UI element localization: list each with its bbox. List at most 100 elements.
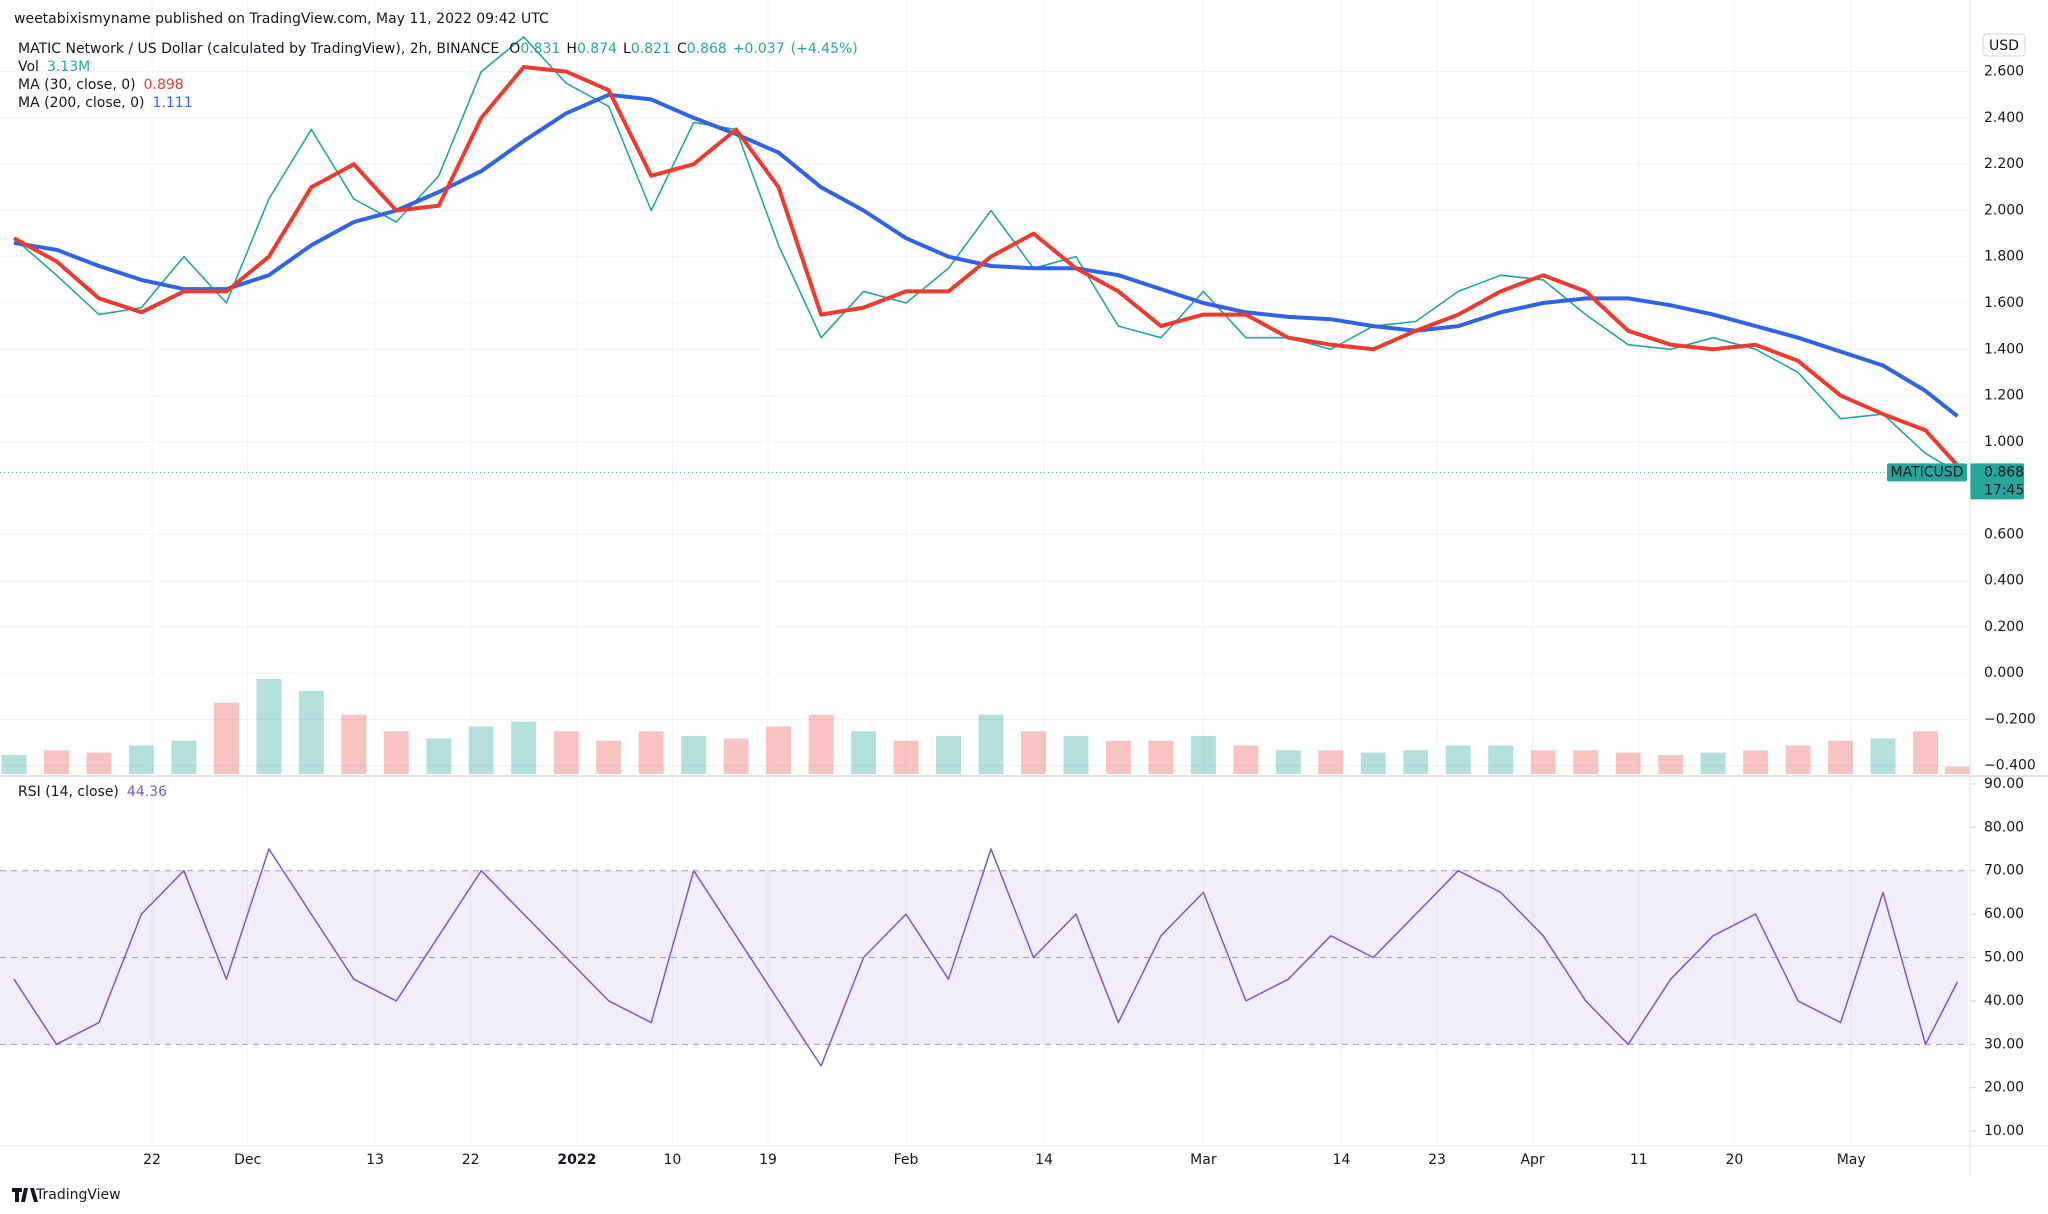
x-tick-label: 14: [1035, 1152, 1053, 1168]
volume-bar: [256, 679, 282, 774]
volume-bar: [723, 738, 749, 774]
volume-bar: [1785, 745, 1811, 774]
volume-bar: [1190, 736, 1216, 774]
series-line: [13, 36, 1958, 474]
volume-bar: [468, 726, 494, 774]
x-tick-label: 20: [1725, 1152, 1743, 1168]
volume-bar: [383, 731, 409, 774]
price-tag-countdown: 17:45: [1984, 482, 2024, 498]
footer-logo: TradingView: [12, 1187, 121, 1203]
y-tick-label: 0.000: [1984, 665, 2024, 681]
ohlc-key: H: [566, 41, 577, 57]
y-tick-label: 0.200: [1984, 619, 2024, 635]
volume-bar: [511, 721, 537, 774]
volume-bar: [341, 714, 367, 774]
ohlc-value: 0.868: [687, 41, 727, 57]
x-tick-label: Apr: [1520, 1152, 1544, 1168]
logo-icon: [12, 1188, 38, 1202]
volume-bar: [638, 731, 664, 774]
series-line: [13, 65, 1959, 467]
volume-bar: [936, 736, 961, 774]
volume-bar: [1488, 745, 1514, 774]
volume-bar: [1360, 752, 1386, 774]
symbol-tag: [1887, 463, 1967, 482]
rsi-name: RSI (14, close): [18, 784, 119, 800]
volume-bar: [298, 690, 324, 774]
x-tick-label: 22: [143, 1152, 161, 1168]
volume-bar: [1743, 750, 1769, 774]
rsi-tick-label: 10.00: [1984, 1123, 2024, 1139]
x-tick-label: 22: [462, 1152, 480, 1168]
rsi-tick-label: 40.00: [1984, 993, 2024, 1009]
volume-bar: [808, 714, 834, 774]
ma200-name: MA (200, close, 0): [18, 95, 145, 111]
volume-bar: [553, 731, 579, 774]
y-tick-label: 1.800: [1984, 249, 2024, 265]
volume-bar: [1403, 750, 1429, 774]
volume-bar: [1944, 766, 1970, 774]
volume-bar: [1573, 750, 1599, 774]
currency-box[interactable]: [1982, 33, 2026, 57]
volume-bar: [681, 736, 707, 774]
volume-bar: [1828, 740, 1854, 774]
y-tick-label: 2.200: [1984, 156, 2024, 172]
volume-bar: [766, 726, 792, 774]
ohlc-value: 0.831: [520, 41, 560, 57]
volume-bar: [1233, 745, 1259, 774]
x-tick-label: 14: [1333, 1152, 1351, 1168]
price-tag: [1970, 463, 2024, 500]
volume-bar: [1530, 750, 1556, 774]
legend: MATIC Network / US Dollar (calculated by…: [18, 41, 858, 800]
x-tick-label: Feb: [894, 1152, 919, 1168]
volume-bar: [1021, 731, 1046, 774]
volume-bar: [86, 752, 112, 774]
brand: TradingView: [35, 1187, 121, 1203]
ohlc-key: L: [623, 41, 631, 57]
volume-bar: [1445, 745, 1471, 774]
volume-bar: [44, 750, 69, 774]
vol-legend: Vol 3.13M: [18, 59, 90, 75]
rsi-legend: RSI (14, close) 44.36: [18, 784, 167, 800]
volume-bar: [171, 740, 197, 774]
grid: [0, 0, 1976, 1146]
volume-bar: [851, 731, 877, 774]
volume-bar: [1318, 750, 1344, 774]
volume-bar: [1913, 731, 1938, 774]
x-tick-label: Dec: [234, 1152, 261, 1168]
y-tick-label: 1.600: [1984, 295, 2024, 311]
x-tick-label: 23: [1428, 1152, 1446, 1168]
volume-bar: [596, 740, 622, 774]
rsi-tick-label: 80.00: [1984, 819, 2024, 835]
y-tick-label: 1.000: [1984, 434, 2024, 450]
ohlc: O0.831 H0.874 L0.821 C0.868: [509, 41, 727, 57]
volume-bar: [978, 714, 1004, 774]
y-tick-label: 1.400: [1984, 341, 2024, 357]
y-tick-label: 2.600: [1984, 64, 2024, 80]
x-tick-label: 13: [366, 1152, 384, 1168]
labels: 22 Dec 13 22 2022 10 19 Feb 14 Mar 14 23 Apr 11 20 May 2…: [143, 64, 2036, 1168]
y-tick-label: 0.400: [1984, 573, 2024, 589]
change: +0.037: [733, 41, 785, 57]
y-tick-label: −0.200: [1984, 711, 2036, 727]
volume-bar: [1615, 752, 1641, 774]
ma30-value: 0.898: [144, 77, 184, 93]
series-line: [13, 92, 1959, 418]
currency[interactable]: USD: [1989, 38, 2019, 54]
y-tick-label: −0.400: [1984, 758, 2036, 774]
rsi-value: 44.36: [127, 784, 167, 800]
title: MATIC Network / US Dollar (calculated by…: [18, 41, 499, 57]
x-tick-label: 19: [759, 1152, 777, 1168]
symbol-title: MATIC Network / US Dollar (calculated by…: [18, 41, 858, 57]
y-tick-label: 2.000: [1984, 202, 2024, 218]
ohlc-value: 0.821: [631, 41, 671, 57]
volume-bar: [1275, 750, 1301, 774]
publisher: weetabixismyname published on TradingVie…: [14, 11, 549, 27]
volume-bar: [213, 702, 239, 774]
symbol-tag-label: MATICUSD: [1891, 464, 1964, 480]
y-tick-label: 1.200: [1984, 388, 2024, 404]
price-tag-value: 0.868: [1984, 464, 2024, 480]
x-tick-label: Mar: [1190, 1152, 1217, 1168]
y-tick-label: 0.600: [1984, 526, 2024, 542]
